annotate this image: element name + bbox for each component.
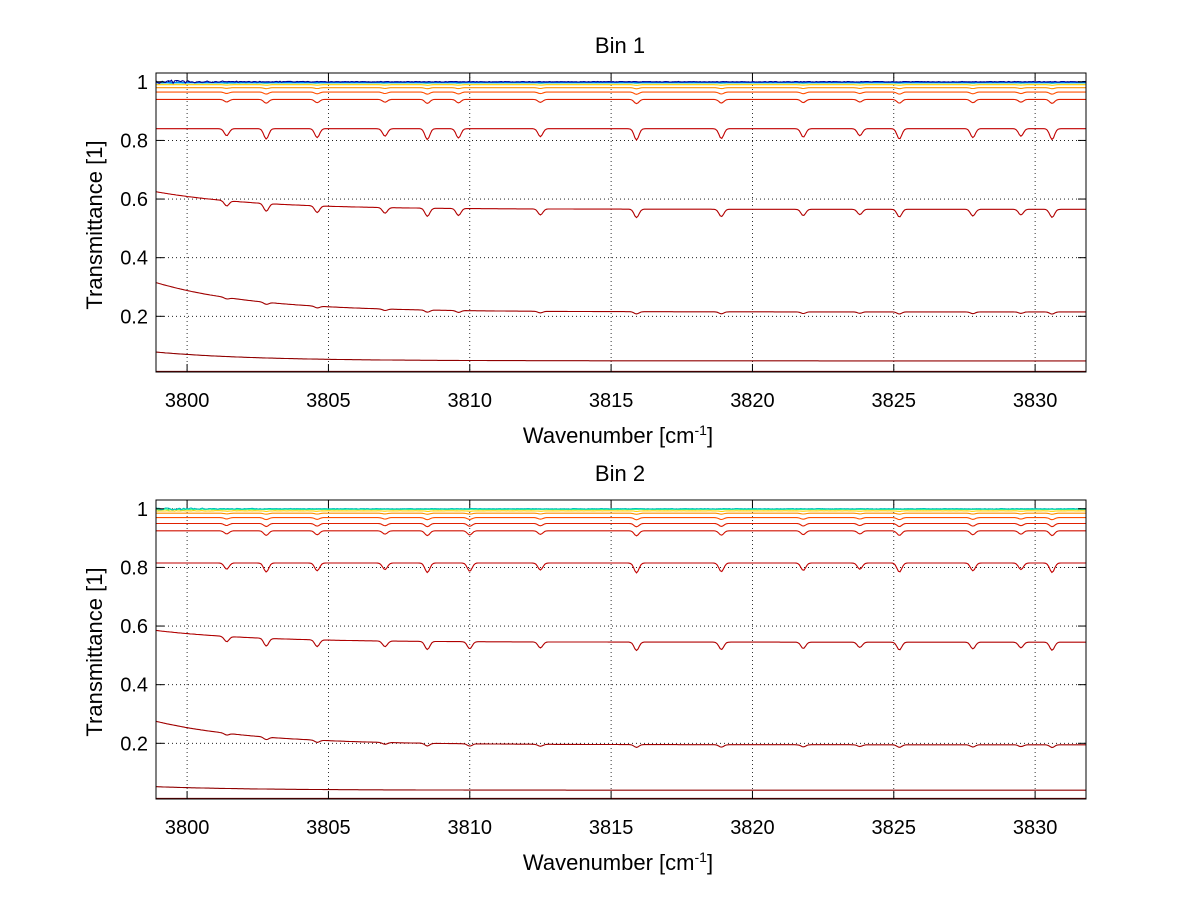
plot-frame [155, 499, 1087, 800]
series-line-level-5 [156, 87, 1086, 90]
series-lines [155, 507, 1087, 799]
x-tick-label: 3825 [872, 817, 917, 839]
x-tick-label: 3825 [872, 390, 917, 412]
x-tick-label: 3820 [730, 390, 775, 412]
y-tick-label: 0.2 [120, 733, 148, 755]
series-line-level-11 [156, 786, 1086, 791]
grid [156, 500, 1086, 799]
chart-bin-2: Bin 2 3800 3805 3810 3815 3820 3825 3830 0.2 0.4… [82, 461, 1087, 875]
series-lines [155, 79, 1087, 372]
x-tick-label: 3815 [589, 817, 634, 839]
series-line-level-3 [155, 510, 1086, 513]
x-tick-label: 3810 [448, 817, 493, 839]
series-line-level-1 [155, 79, 1087, 85]
x-tick-label: 3820 [730, 817, 775, 839]
ticks: 3800 3805 3810 3815 3820 3825 3830 0.2 0.4 0.6 0.8… [120, 499, 1086, 839]
x-tick-label: 3810 [448, 390, 493, 412]
series-line-level-9 [155, 191, 1086, 219]
series-line-level-6 [156, 522, 1086, 528]
y-tick-label: 0.8 [120, 557, 148, 579]
series-line-level-3 [156, 82, 1086, 84]
series-line-level-8 [156, 128, 1086, 141]
series-line-level-4 [156, 512, 1086, 515]
chart-title: Bin 1 [595, 33, 645, 58]
y-tick-label: 0.4 [120, 675, 148, 697]
series-line-level-10 [155, 282, 1086, 315]
x-axis-label: Wavenumber [cm-1] [523, 849, 713, 875]
y-tick-label: 0.6 [120, 189, 148, 211]
y-tick-label: 0.4 [120, 248, 148, 270]
ticks: 3800 3805 3810 3815 3820 3825 3830 0.2 0.4 0.6 0.8… [120, 72, 1086, 412]
y-axis-label: Transmittance [1] [82, 140, 107, 309]
y-tick-label: 0.2 [120, 306, 148, 328]
x-tick-label: 3800 [165, 390, 210, 412]
x-tick-label: 3800 [165, 817, 210, 839]
grid [156, 73, 1086, 372]
y-tick-label: 0.6 [120, 616, 148, 638]
x-tick-label: 3815 [589, 390, 634, 412]
chart-title: Bin 2 [595, 461, 645, 486]
x-tick-label: 3830 [1013, 390, 1058, 412]
plot-frame [155, 72, 1087, 373]
y-tick-label: 1 [137, 499, 148, 521]
x-tick-label: 3830 [1013, 817, 1058, 839]
series-line-level-6 [156, 91, 1086, 95]
x-axis-label: Wavenumber [cm-1] [523, 422, 713, 448]
series-line-level-1 [155, 507, 1087, 511]
series-line-level-11 [155, 351, 1086, 362]
x-tick-label: 3805 [306, 817, 351, 839]
series-line-level-10 [155, 720, 1086, 749]
series-line-level-7 [156, 530, 1086, 537]
x-tick-label: 3805 [306, 390, 351, 412]
series-line-level-7 [156, 98, 1086, 105]
series-line-level-9 [155, 629, 1086, 652]
series-line-level-5 [156, 517, 1086, 521]
series-line-level-4 [156, 84, 1086, 86]
y-tick-label: 0.8 [120, 130, 148, 152]
y-tick-label: 1 [137, 72, 148, 94]
chart-bin-1: Bin 1 3800 3805 3810 3815 3820 3825 3830 0.2 0.4… [82, 33, 1087, 448]
y-axis-label: Transmittance [1] [82, 567, 107, 736]
series-line-level-8 [156, 562, 1086, 574]
